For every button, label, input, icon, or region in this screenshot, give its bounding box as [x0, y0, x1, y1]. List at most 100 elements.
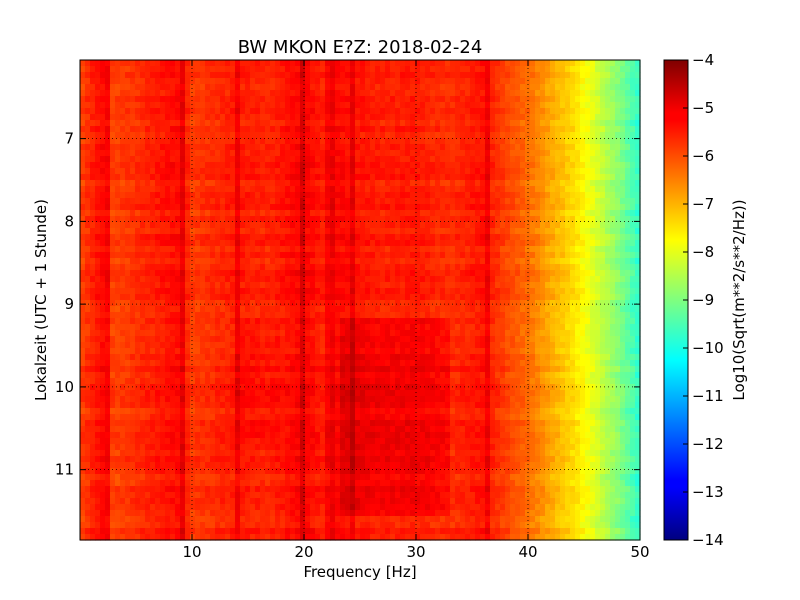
- heatmap-cell: [195, 276, 201, 283]
- heatmap-cell: [495, 162, 501, 169]
- heatmap-cell: [255, 324, 261, 331]
- heatmap-cell: [625, 138, 631, 145]
- heatmap-cell: [610, 108, 616, 115]
- heatmap-cell: [145, 78, 151, 85]
- heatmap-cell: [570, 120, 576, 127]
- heatmap-cell: [90, 234, 96, 241]
- heatmap-cell: [410, 114, 416, 121]
- heatmap-cell: [510, 144, 516, 151]
- heatmap-cell: [570, 222, 576, 229]
- heatmap-cell: [165, 210, 171, 217]
- heatmap-cell: [600, 72, 606, 79]
- heatmap-cell: [315, 168, 321, 175]
- heatmap-cell: [330, 162, 336, 169]
- heatmap-cell: [595, 228, 601, 235]
- heatmap-cell: [550, 240, 556, 247]
- heatmap-cell: [80, 222, 86, 229]
- heatmap-cell: [375, 78, 381, 85]
- heatmap-cell: [90, 210, 96, 217]
- heatmap-cell: [470, 180, 476, 187]
- heatmap-cell: [140, 126, 146, 133]
- heatmap-cell: [265, 180, 271, 187]
- heatmap-cell: [215, 276, 221, 283]
- heatmap-cell: [450, 192, 456, 199]
- heatmap-cell: [525, 198, 531, 205]
- heatmap-cell: [290, 234, 296, 241]
- heatmap-cell: [370, 294, 376, 301]
- heatmap-cell: [225, 198, 231, 205]
- heatmap-cell: [125, 78, 131, 85]
- heatmap-cell: [580, 258, 586, 265]
- heatmap-cell: [465, 60, 471, 67]
- heatmap-cell: [205, 90, 211, 97]
- heatmap-cell: [290, 264, 296, 271]
- heatmap-cell: [260, 90, 266, 97]
- heatmap-cell: [580, 210, 586, 217]
- heatmap-cell: [395, 144, 401, 151]
- heatmap-cell: [620, 144, 626, 151]
- heatmap-cell: [175, 186, 181, 193]
- heatmap-cell: [300, 90, 306, 97]
- heatmap-cell: [225, 276, 231, 283]
- heatmap-cell: [355, 216, 361, 223]
- heatmap-cell: [305, 144, 311, 151]
- heatmap-cell: [455, 204, 461, 211]
- heatmap-cell: [630, 180, 636, 187]
- heatmap-cell: [545, 204, 551, 211]
- heatmap-cell: [590, 312, 596, 319]
- heatmap-cell: [210, 252, 216, 259]
- heatmap-cell: [585, 222, 591, 229]
- heatmap-cell: [555, 216, 561, 223]
- heatmap-cell: [475, 72, 481, 79]
- heatmap-cell: [370, 312, 376, 319]
- heatmap-cell: [435, 210, 441, 217]
- heatmap-cell: [205, 192, 211, 199]
- heatmap-cell: [230, 90, 236, 97]
- heatmap-cell: [585, 312, 591, 319]
- heatmap-cell: [150, 306, 156, 313]
- heatmap-cell: [315, 258, 321, 265]
- heatmap-cell: [540, 138, 546, 145]
- heatmap-cell: [325, 60, 331, 67]
- heatmap-cell: [240, 306, 246, 313]
- heatmap-cell: [290, 78, 296, 85]
- heatmap-cell: [155, 90, 161, 97]
- heatmap-cell: [430, 138, 436, 145]
- heatmap-cell: [275, 174, 281, 181]
- heatmap-cell: [115, 84, 121, 91]
- heatmap-cell: [335, 216, 341, 223]
- heatmap-cell: [545, 162, 551, 169]
- heatmap-cell: [365, 306, 371, 313]
- heatmap-cell: [200, 252, 206, 259]
- heatmap-cell: [245, 198, 251, 205]
- heatmap-cell: [495, 192, 501, 199]
- heatmap-cell: [250, 216, 256, 223]
- heatmap-cell: [360, 222, 366, 229]
- heatmap-cell: [185, 108, 191, 115]
- heatmap-cell: [190, 186, 196, 193]
- heatmap-cell: [540, 216, 546, 223]
- heatmap-cell: [225, 210, 231, 217]
- heatmap-cell: [210, 174, 216, 181]
- heatmap-cell: [395, 132, 401, 139]
- heatmap-cell: [85, 96, 91, 103]
- heatmap-cell: [385, 204, 391, 211]
- heatmap-cell: [400, 222, 406, 229]
- heatmap-cell: [575, 252, 581, 259]
- heatmap-cell: [180, 168, 186, 175]
- heatmap-cell: [270, 126, 276, 133]
- heatmap-cell: [320, 252, 326, 259]
- heatmap-cell: [440, 300, 446, 307]
- heatmap-cell: [570, 156, 576, 163]
- heatmap-cell: [500, 234, 506, 241]
- heatmap-cell: [470, 78, 476, 85]
- heatmap-cell: [275, 270, 281, 277]
- heatmap-cell: [240, 252, 246, 259]
- heatmap-cell: [285, 282, 291, 289]
- heatmap-cell: [215, 162, 221, 169]
- heatmap-cell: [485, 264, 491, 271]
- heatmap-cell: [335, 144, 341, 151]
- heatmap-cell: [550, 90, 556, 97]
- heatmap-cell: [475, 180, 481, 187]
- heatmap-cell: [490, 108, 496, 115]
